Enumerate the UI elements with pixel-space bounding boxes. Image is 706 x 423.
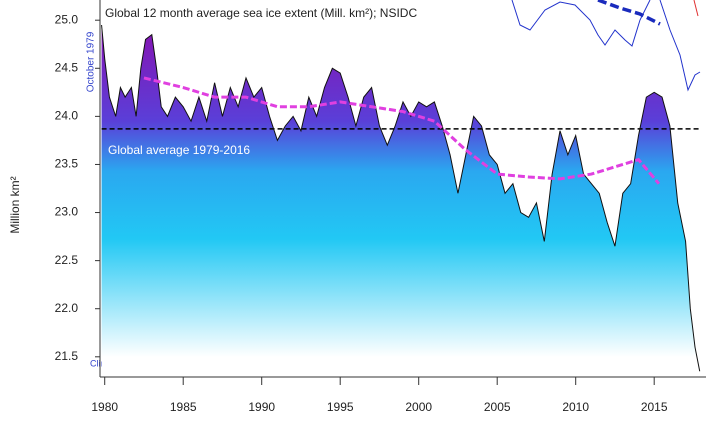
x-tick-label: 2015 <box>641 400 668 414</box>
chart-title: Global 12 month average sea ice extent (… <box>105 6 417 20</box>
area-fill <box>101 25 700 378</box>
y-tick-label: 24.5 <box>55 60 79 74</box>
y-tick-label: 22.5 <box>55 253 79 267</box>
inset-fragment <box>511 0 701 92</box>
x-tick-label: 2000 <box>405 400 432 414</box>
x-tick-label: 1990 <box>248 400 275 414</box>
x-tick-label: 1985 <box>170 400 197 414</box>
smoothed-line <box>143 76 661 185</box>
y-tick-label: 23.0 <box>55 205 79 219</box>
y-tick-label: 22.0 <box>55 301 79 315</box>
x-tick-label: 2010 <box>562 400 589 414</box>
x-tick-label: 1995 <box>327 400 354 414</box>
annotation: October 1979 <box>86 31 97 92</box>
y-tick-label: 25.0 <box>55 12 79 26</box>
reference-label: Global average 1979-2016 <box>108 143 250 157</box>
y-tick-label: 23.5 <box>55 157 79 171</box>
x-tick-label: 1980 <box>91 400 118 414</box>
y-tick-label: 24.0 <box>55 109 79 123</box>
x-tick-label: 2005 <box>484 400 511 414</box>
y-tick-label: 21.5 <box>55 349 79 363</box>
y-axis-label: Million km² <box>8 176 22 233</box>
data-line <box>101 24 701 372</box>
